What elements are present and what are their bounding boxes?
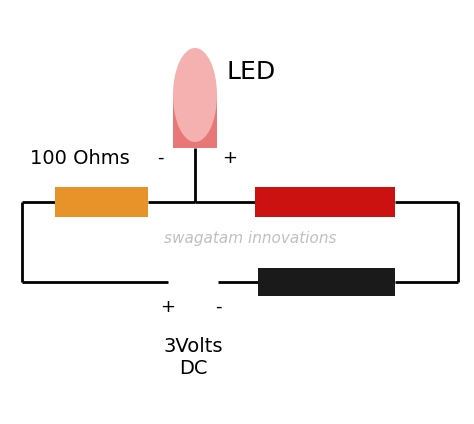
- Text: 3Volts
DC: 3Volts DC: [163, 337, 223, 378]
- Text: +: +: [222, 149, 237, 167]
- Text: 100 Ohms: 100 Ohms: [30, 148, 130, 167]
- Text: -: -: [157, 149, 163, 167]
- Bar: [255, 187, 395, 217]
- Bar: [55, 187, 148, 217]
- Bar: [258, 268, 395, 296]
- Text: LED: LED: [227, 60, 276, 84]
- Text: swagatam innovations: swagatam innovations: [164, 231, 336, 245]
- Bar: [173, 95, 217, 148]
- Ellipse shape: [173, 48, 217, 142]
- Text: -: -: [215, 298, 221, 316]
- Text: +: +: [161, 298, 175, 316]
